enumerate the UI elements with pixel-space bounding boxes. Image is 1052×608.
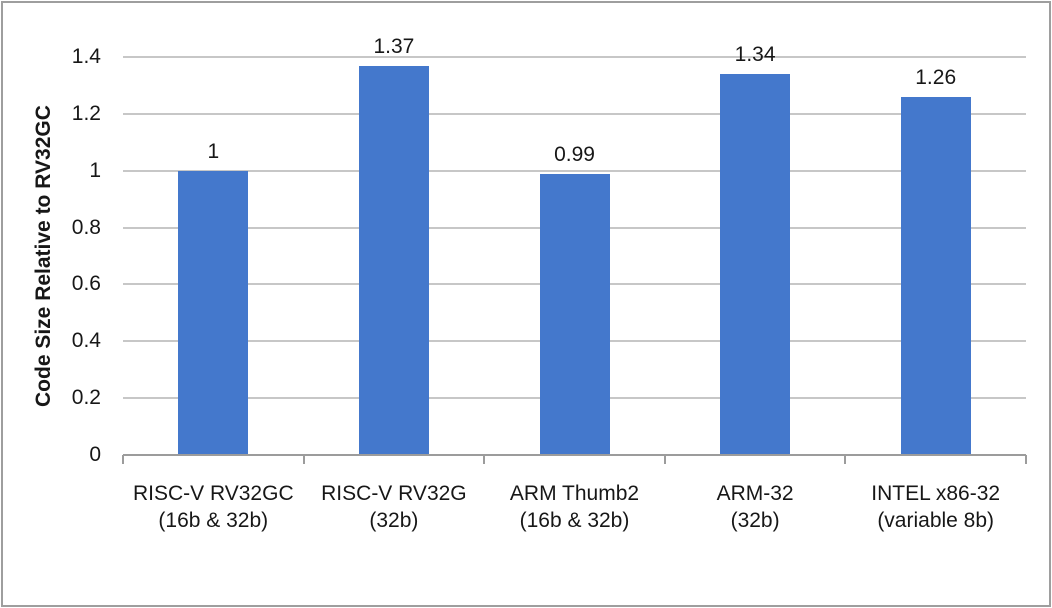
bar-value-label: 1.26 (915, 65, 957, 89)
gridline (123, 169, 1026, 172)
x-axis-tick (1025, 455, 1027, 464)
y-tick-label: 0.8 (71, 215, 101, 239)
x-category-label-line2: (32b) (369, 509, 419, 532)
bar (178, 170, 249, 455)
x-category-label-line1: RISC-V RV32G (321, 482, 467, 505)
x-axis-tick (844, 455, 847, 464)
x-category-label-line1: ARM Thumb2 (509, 482, 640, 505)
bar-value-label: 1.34 (734, 43, 776, 67)
plot-area: 1 1.37 0.99 1.34 1.26 (122, 35, 1027, 464)
x-category-label-line2: (variable 8b) (877, 509, 995, 532)
bar (539, 173, 610, 455)
y-tick-label: 0.6 (71, 272, 101, 296)
x-category-label-line2: (16b & 32b) (519, 509, 630, 532)
bar-value-label: 0.99 (554, 142, 595, 166)
x-axis-tick (122, 455, 124, 464)
gridline (123, 56, 1026, 58)
x-category-label: RISC-V RV32GC (16b & 32b) (123, 480, 304, 534)
x-category-label: ARM-32 (32b) (665, 480, 846, 534)
y-tick-label: 1.2 (71, 101, 101, 125)
y-tick-label: 1.4 (71, 45, 101, 68)
bar-value-label: 1 (207, 139, 220, 163)
y-tick-label: 1 (89, 158, 101, 182)
bar (720, 74, 791, 455)
y-tick-label: 0.2 (71, 386, 101, 410)
x-axis-line (123, 454, 1026, 456)
gridline (123, 112, 1026, 115)
x-category-label: RISC-V RV32G (32b) (304, 480, 485, 534)
x-category-label: ARM Thumb2 (16b & 32b) (484, 480, 665, 534)
bar (900, 96, 971, 455)
x-category-label-line2: (16b & 32b) (158, 509, 269, 532)
x-category-label-line2: (32b) (730, 509, 780, 532)
x-category-label-line1: INTEL x86-32 (871, 482, 1001, 505)
x-category-label-line1: ARM-32 (716, 482, 794, 505)
y-tick-label: 0 (89, 443, 101, 466)
x-axis-tick (483, 455, 486, 464)
y-tick-label: 0.4 (71, 329, 101, 353)
x-axis-tick (302, 455, 305, 464)
x-axis-tick (663, 455, 666, 464)
x-category-label-line1: RISC-V RV32GC (132, 482, 294, 505)
bar (358, 65, 429, 455)
bar-value-label: 1.37 (373, 34, 415, 58)
x-category-label: INTEL x86-32 (variable 8b) (845, 480, 1026, 534)
